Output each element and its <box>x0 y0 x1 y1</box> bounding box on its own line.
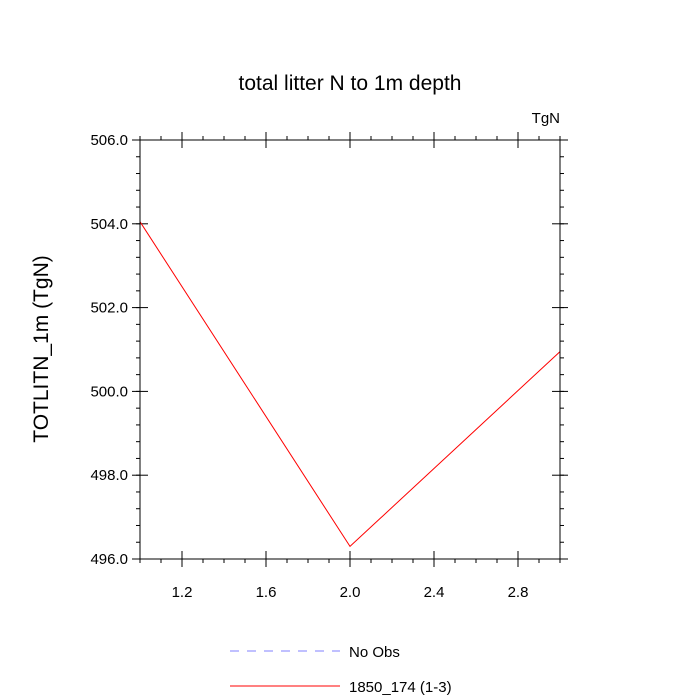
x-tick-label: 2.0 <box>340 584 361 601</box>
units-label: TgN <box>532 110 560 127</box>
chart-title: total litter N to 1m depth <box>239 72 462 95</box>
series-line <box>139 221 561 548</box>
x-tick-label: 1.6 <box>256 584 277 601</box>
y-tick-label: 504.0 <box>90 216 128 233</box>
y-tick-label: 502.0 <box>90 300 128 317</box>
x-tick-label: 2.8 <box>508 584 529 601</box>
legend-label-1850-174: 1850_174 (1-3) <box>349 679 452 696</box>
y-axis-label: TOTLITN_1m (TgN) <box>30 255 53 442</box>
y-tick-label: 500.0 <box>90 383 128 400</box>
y-tick-label: 498.0 <box>90 467 128 484</box>
y-tick-label: 506.0 <box>90 132 128 149</box>
x-tick-label: 2.4 <box>424 584 445 601</box>
x-tick-label: 1.2 <box>172 584 193 601</box>
y-tick-label: 496.0 <box>90 551 128 568</box>
legend-label-no-obs: No Obs <box>349 644 400 661</box>
plot-frame <box>139 139 561 560</box>
